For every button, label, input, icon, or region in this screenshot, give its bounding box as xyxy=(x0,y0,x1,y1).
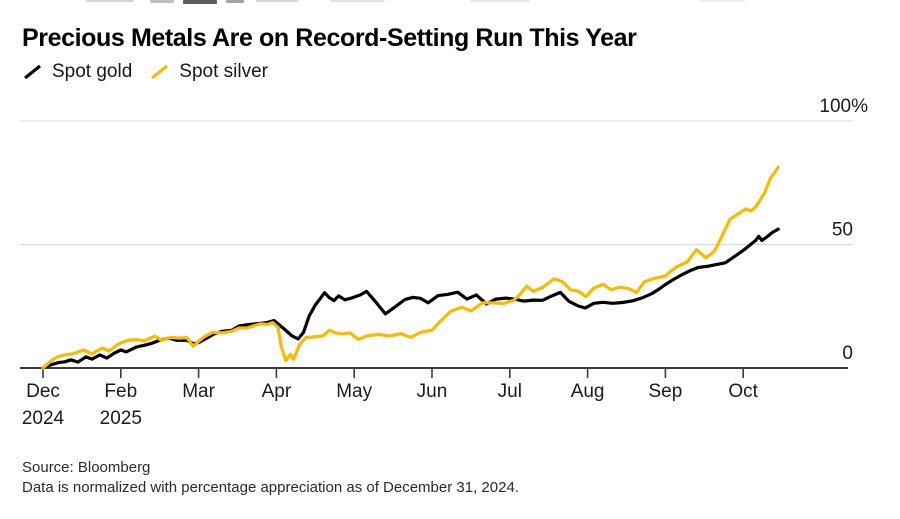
chart-legend: Spot gold Spot silver xyxy=(22,61,268,83)
legend-item-spot-gold: Spot gold xyxy=(22,61,132,83)
legend-label-spot-gold: Spot gold xyxy=(52,61,133,82)
spot-gold-line xyxy=(41,227,780,370)
x-tick-label: Sep xyxy=(648,381,682,402)
x-tick-label: Feb xyxy=(104,381,137,402)
x-tick-label: Mar xyxy=(182,381,215,402)
x-tick-label: May xyxy=(336,381,372,402)
legend-item-spot-silver: Spot silver xyxy=(149,61,268,83)
chart-footer: Source: Bloomberg Data is normalized wit… xyxy=(22,458,519,498)
y-tick-label: 50 xyxy=(832,220,853,241)
note-line: Data is normalized with percentage appre… xyxy=(22,479,519,496)
x-tick-label: Jun xyxy=(417,381,448,402)
x-tick-label: Apr xyxy=(262,381,292,402)
x-tick-label: Jul xyxy=(498,381,522,402)
y-tick-label: 100% xyxy=(819,96,868,117)
x-tick-label: Oct xyxy=(728,381,758,402)
x-tick-label: Aug xyxy=(571,381,605,402)
cropped-content-artifact xyxy=(0,0,900,6)
spot-silver-line xyxy=(41,165,780,370)
x-tick-label: Dec xyxy=(26,381,60,402)
x-tick-year-label: 2025 xyxy=(100,408,142,429)
x-tick-year-label: 2024 xyxy=(22,408,65,429)
silver-line-swatch-icon xyxy=(151,64,169,80)
chart-title: Precious Metals Are on Record-Setting Ru… xyxy=(22,24,637,52)
y-tick-label: 0 xyxy=(842,343,853,364)
source-line: Source: Bloomberg xyxy=(22,459,151,476)
legend-label-spot-silver: Spot silver xyxy=(179,61,268,82)
gold-line-swatch-icon xyxy=(24,64,41,80)
